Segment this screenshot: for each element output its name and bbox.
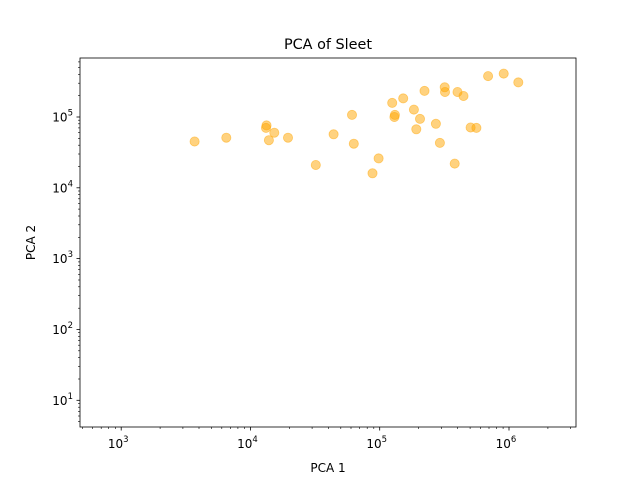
x-tick-label-exponent: 4	[252, 435, 257, 445]
y-tick-label-exponent: 3	[68, 250, 73, 260]
data-point-3	[261, 120, 272, 131]
data-point-8	[328, 129, 339, 140]
data-point-19	[414, 113, 425, 124]
x-tick-label-base: 10	[237, 437, 252, 451]
x-tick-label-exponent: 5	[382, 435, 387, 445]
y-tick-label-base: 10	[52, 252, 67, 266]
data-point-4	[263, 135, 274, 146]
x-tick-label-base: 10	[496, 437, 511, 451]
data-point-29	[471, 122, 482, 133]
data-point-32	[513, 77, 524, 88]
data-point-31	[498, 68, 509, 79]
y-tick-label-exponent: 4	[68, 179, 73, 189]
y-tick-label-exponent: 2	[68, 321, 73, 331]
data-point-15	[389, 109, 400, 120]
x-tick-label: 105	[366, 435, 387, 451]
data-point-27	[458, 91, 469, 102]
x-axis-label: PCA 1	[310, 461, 345, 475]
y-tick-label: 102	[52, 321, 73, 337]
data-point-21	[430, 118, 441, 129]
data-point-13	[387, 97, 398, 108]
data-point-22	[434, 137, 445, 148]
x-tick-label-base: 10	[108, 437, 123, 451]
y-tick-label-exponent: 5	[68, 109, 73, 119]
y-tick-label: 103	[52, 250, 73, 266]
y-tick-label-base: 10	[52, 394, 67, 408]
y-tick-label: 101	[52, 392, 73, 408]
x-tick-label-exponent: 3	[123, 435, 128, 445]
y-tick-label: 104	[52, 179, 73, 195]
y-tick-label: 105	[52, 109, 73, 125]
y-tick-label-base: 10	[52, 323, 67, 337]
x-tick-label-base: 10	[366, 437, 381, 451]
plot-frame	[79, 57, 577, 428]
chart-title: PCA of Sleet	[284, 37, 372, 53]
data-point-9	[346, 109, 357, 120]
data-point-10	[348, 138, 359, 149]
data-point-17	[408, 104, 419, 115]
data-point-11	[367, 168, 378, 179]
data-point-20	[419, 85, 430, 96]
data-point-6	[282, 132, 293, 143]
data-point-18	[411, 124, 422, 135]
scatter-points	[189, 68, 524, 179]
x-tick-label: 103	[108, 435, 129, 451]
data-point-0	[189, 136, 200, 147]
data-point-16	[398, 93, 409, 104]
y-tick-label-base: 10	[52, 111, 67, 125]
y-tick-label-exponent: 1	[68, 392, 73, 402]
y-axis-label: PCA 2	[24, 225, 38, 260]
x-tick-label: 104	[237, 435, 258, 451]
x-tick-label: 106	[496, 435, 517, 451]
data-point-30	[483, 71, 494, 82]
data-point-25	[449, 158, 460, 169]
x-tick-label-exponent: 6	[511, 435, 516, 445]
data-point-5	[269, 127, 280, 138]
data-point-24	[439, 87, 450, 98]
y-tick-label-base: 10	[52, 181, 67, 195]
data-point-7	[310, 159, 321, 170]
data-point-12	[373, 153, 384, 164]
data-point-1	[221, 132, 232, 143]
x-axis: 103 104 105 106	[82, 427, 571, 451]
